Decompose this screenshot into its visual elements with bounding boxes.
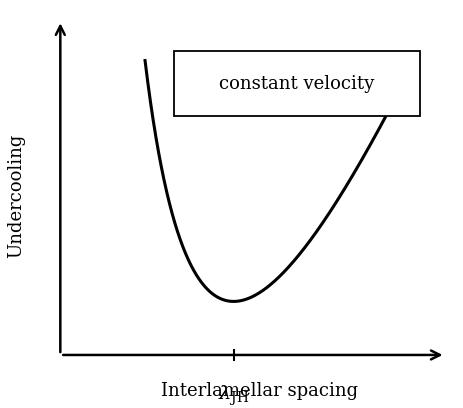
Text: Interlamellar spacing: Interlamellar spacing <box>161 382 357 400</box>
Text: Undercooling: Undercooling <box>7 134 25 258</box>
Text: constant velocity: constant velocity <box>219 75 374 93</box>
FancyBboxPatch shape <box>174 51 419 116</box>
Text: $\lambda_{\mathregular{JH}}$: $\lambda_{\mathregular{JH}}$ <box>217 384 249 408</box>
